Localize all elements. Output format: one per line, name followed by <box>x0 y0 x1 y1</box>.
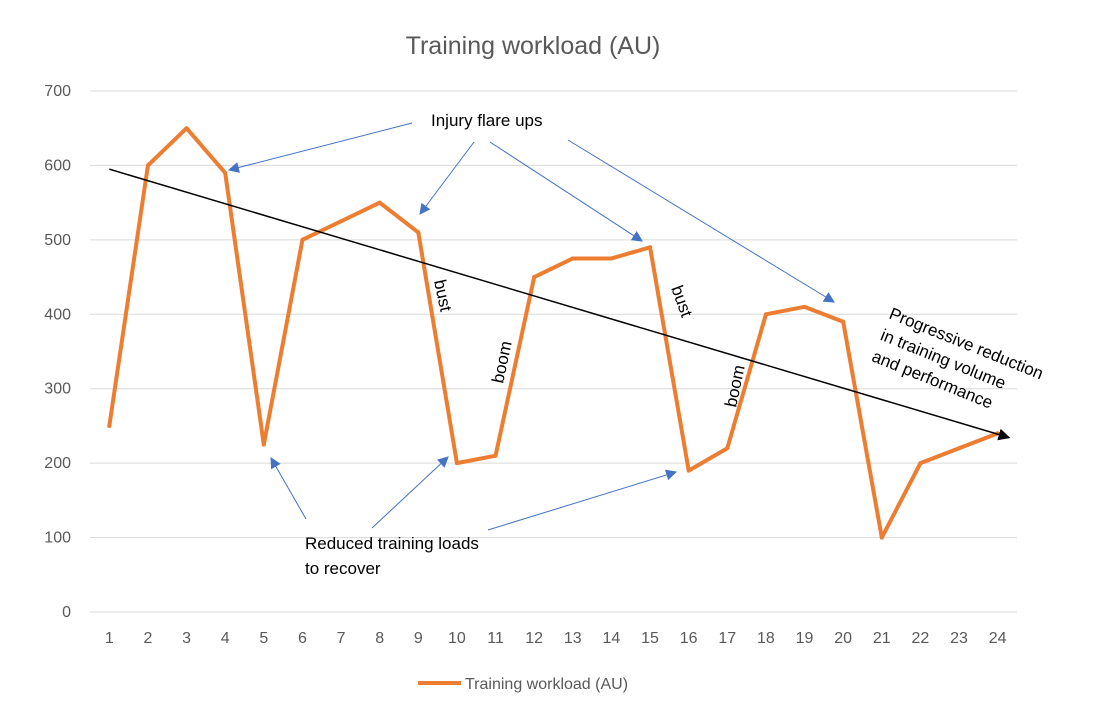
x-tick-label: 9 <box>414 630 423 647</box>
x-tick-label: 19 <box>796 630 814 647</box>
annotation-boom-2: boom <box>721 363 748 409</box>
x-tick-label: 3 <box>182 630 191 647</box>
annotation-progressive: Progressive reduction in training volume… <box>869 304 1046 412</box>
data-point <box>184 126 189 131</box>
y-tick-label: 200 <box>44 455 71 472</box>
x-tick-label: 17 <box>718 630 736 647</box>
data-point <box>377 200 382 205</box>
y-tick-label: 500 <box>44 232 71 249</box>
data-point <box>609 256 614 261</box>
x-tick-label: 11 <box>487 630 504 647</box>
x-tick-label: 20 <box>834 630 852 647</box>
data-point <box>879 535 884 540</box>
x-axis-ticks: 1 2 3 4 5 6 7 8 9 10 11 12 13 14 15 16 17 18 19 20 21 22 23 24 <box>105 630 1007 647</box>
data-point <box>648 245 653 250</box>
injury-arrow-1 <box>227 122 413 173</box>
data-point <box>841 319 846 324</box>
data-point <box>145 163 150 168</box>
annotation-injury-flare-ups: Injury flare ups <box>431 111 543 130</box>
data-point <box>725 446 730 451</box>
x-tick-label: 24 <box>989 630 1007 647</box>
x-tick-label: 12 <box>525 630 543 647</box>
x-tick-label: 1 <box>105 630 114 647</box>
annotation-arrows <box>227 122 835 531</box>
x-tick-label: 2 <box>143 630 152 647</box>
injury-arrow-3 <box>489 141 643 242</box>
data-point <box>416 230 421 235</box>
x-tick-label: 5 <box>259 630 268 647</box>
x-tick-label: 15 <box>641 630 659 647</box>
x-tick-label: 4 <box>221 630 230 647</box>
x-tick-label: 21 <box>873 630 891 647</box>
trend-arrow <box>109 168 1011 441</box>
reduced-arrow-2 <box>371 456 449 529</box>
series-layer <box>107 126 1000 540</box>
series-line-0 <box>107 126 1000 540</box>
data-point <box>918 461 923 466</box>
x-tick-label: 8 <box>375 630 384 647</box>
x-tick-label: 23 <box>950 630 968 647</box>
x-tick-label: 16 <box>680 630 698 647</box>
reduced-arrow-3 <box>487 469 678 531</box>
data-point <box>957 446 962 451</box>
annotation-reduced-line1: Reduced training loads <box>305 534 479 553</box>
x-tick-label: 22 <box>912 630 930 647</box>
x-tick-label: 18 <box>757 630 775 647</box>
y-tick-label: 100 <box>44 530 71 547</box>
injury-arrow-4 <box>567 139 835 303</box>
data-point <box>261 442 266 447</box>
data-point <box>454 461 459 466</box>
trend-layer <box>109 168 1011 441</box>
data-point <box>570 256 575 261</box>
legend: Training workload (AU) <box>418 676 628 693</box>
x-tick-label: 13 <box>564 630 582 647</box>
annotation-bust-1: bust <box>430 278 455 314</box>
y-tick-label: 300 <box>44 381 71 398</box>
y-tick-label: 400 <box>44 306 71 323</box>
legend-label: Training workload (AU) <box>465 676 628 693</box>
data-point <box>532 275 537 280</box>
annotation-reduced-line2: to recover <box>305 559 381 578</box>
reduced-arrow-1 <box>270 457 307 520</box>
data-point <box>339 219 344 224</box>
data-point <box>223 170 228 175</box>
x-tick-label: 14 <box>603 630 621 647</box>
x-tick-label: 10 <box>448 630 466 647</box>
injury-arrow-2 <box>419 141 475 215</box>
x-tick-label: 7 <box>337 630 346 647</box>
data-point <box>686 468 691 473</box>
chart-title: Training workload (AU) <box>406 32 661 60</box>
y-tick-label: 700 <box>44 83 71 100</box>
x-tick-label: 6 <box>298 630 307 647</box>
y-axis-ticks: 0 100 200 300 400 500 600 700 <box>44 83 71 621</box>
data-point <box>107 423 112 428</box>
data-point <box>493 453 498 458</box>
data-point <box>802 304 807 309</box>
data-point <box>763 312 768 317</box>
y-tick-label: 0 <box>62 604 71 621</box>
data-point <box>300 237 305 242</box>
y-tick-label: 600 <box>44 157 71 174</box>
